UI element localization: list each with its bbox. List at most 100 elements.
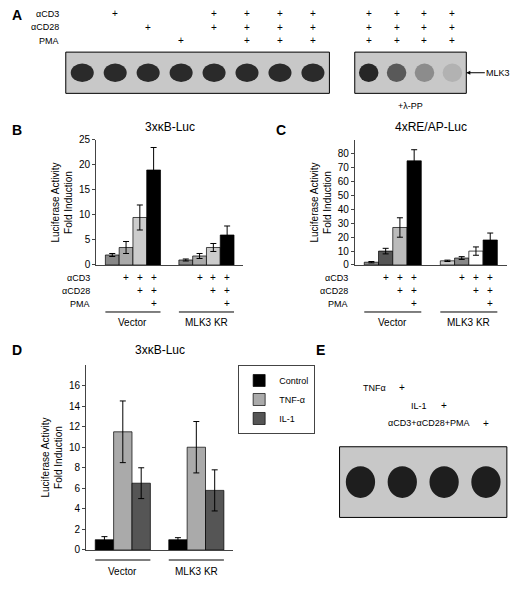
- svg-text:+: +: [421, 22, 427, 33]
- svg-text:+: +: [394, 35, 400, 46]
- svg-text:MLK3: MLK3: [486, 68, 510, 78]
- svg-text:+: +: [459, 272, 465, 283]
- svg-text:+: +: [399, 382, 405, 393]
- svg-text:+: +: [394, 22, 400, 33]
- svg-text:+: +: [224, 272, 230, 283]
- svg-text:+: +: [123, 272, 129, 283]
- svg-text:E: E: [316, 342, 325, 358]
- svg-text:+: +: [441, 400, 447, 411]
- svg-text:αCD3+αCD28+PMA: αCD3+αCD28+PMA: [388, 418, 469, 428]
- svg-text:15: 15: [79, 184, 91, 195]
- svg-text:10: 10: [79, 209, 91, 220]
- svg-text:αCD28: αCD28: [62, 286, 90, 296]
- svg-text:PMA: PMA: [328, 299, 348, 309]
- svg-text:PMA: PMA: [70, 299, 90, 309]
- svg-text:Vector: Vector: [118, 317, 147, 328]
- svg-text:MLK3 KR: MLK3 KR: [185, 317, 228, 328]
- svg-text:5: 5: [85, 234, 91, 245]
- svg-text:Luciferase ActivityFold Induct: Luciferase ActivityFold Induction: [50, 162, 74, 242]
- svg-text:IL-1: IL-1: [411, 401, 427, 411]
- svg-text:C: C: [276, 122, 286, 138]
- svg-text:+: +: [411, 285, 417, 296]
- svg-text:B: B: [12, 122, 22, 138]
- svg-text:20: 20: [338, 232, 350, 243]
- svg-text:αCD3: αCD3: [36, 9, 59, 19]
- svg-text:+: +: [224, 298, 230, 309]
- svg-text:10: 10: [338, 246, 350, 257]
- svg-text:+: +: [244, 22, 250, 33]
- svg-text:+: +: [151, 298, 157, 309]
- svg-text:6: 6: [74, 483, 80, 494]
- svg-text:+: +: [145, 22, 151, 33]
- svg-text:+: +: [487, 298, 493, 309]
- svg-text:+: +: [310, 22, 316, 33]
- svg-text:+: +: [277, 22, 283, 33]
- svg-text:αCD3: αCD3: [325, 273, 348, 283]
- svg-text:Luciferase ActivityFold Induct: Luciferase ActivityFold Induction: [40, 417, 64, 497]
- svg-text:+: +: [473, 272, 479, 283]
- svg-text:12: 12: [69, 421, 81, 432]
- svg-text:+: +: [244, 35, 250, 46]
- svg-text:+: +: [411, 272, 417, 283]
- svg-text:+: +: [310, 8, 316, 19]
- svg-text:+: +: [487, 272, 493, 283]
- svg-text:+: +: [151, 272, 157, 283]
- svg-text:A: A: [12, 7, 22, 23]
- svg-text:70: 70: [338, 162, 350, 173]
- svg-text:+: +: [366, 35, 372, 46]
- svg-text:40: 40: [338, 204, 350, 215]
- svg-text:+: +: [397, 285, 403, 296]
- svg-text:50: 50: [338, 190, 350, 201]
- svg-text:25: 25: [79, 134, 91, 145]
- svg-text:+: +: [137, 272, 143, 283]
- svg-text:TNFα: TNFα: [363, 383, 386, 393]
- svg-text:+: +: [366, 8, 372, 19]
- svg-text:+: +: [421, 8, 427, 19]
- svg-text:10: 10: [69, 442, 81, 453]
- svg-text:3xκB-Luc: 3xκB-Luc: [145, 120, 195, 134]
- svg-text:+: +: [383, 272, 389, 283]
- svg-text:+: +: [211, 8, 217, 19]
- svg-text:+: +: [449, 22, 455, 33]
- svg-text:0: 0: [74, 544, 80, 555]
- svg-text:+: +: [277, 35, 283, 46]
- svg-text:+: +: [178, 35, 184, 46]
- svg-text:+: +: [224, 285, 230, 296]
- svg-text:+: +: [244, 8, 250, 19]
- svg-text:PMA: PMA: [39, 36, 59, 46]
- svg-text:+: +: [449, 8, 455, 19]
- svg-text:+: +: [449, 35, 455, 46]
- svg-text:+: +: [310, 35, 316, 46]
- svg-text:αCD3: αCD3: [67, 273, 90, 283]
- svg-text:+: +: [277, 8, 283, 19]
- svg-text:+: +: [210, 272, 216, 283]
- svg-text:80: 80: [338, 148, 350, 159]
- svg-text:+λ-PP: +λ-PP: [398, 101, 423, 111]
- svg-text:+: +: [197, 272, 203, 283]
- svg-text:+: +: [421, 35, 427, 46]
- svg-text:Luciferase ActivityFold Induct: Luciferase ActivityFold Induction: [309, 162, 333, 242]
- svg-text:+: +: [483, 418, 489, 429]
- svg-text:2: 2: [74, 524, 80, 535]
- svg-text:+: +: [394, 8, 400, 19]
- svg-text:+: +: [487, 285, 493, 296]
- svg-text:16: 16: [69, 380, 81, 391]
- svg-text:3xκB-Luc: 3xκB-Luc: [135, 343, 185, 357]
- svg-text:+: +: [210, 285, 216, 296]
- svg-text:4: 4: [74, 503, 80, 514]
- svg-text:0: 0: [343, 259, 349, 270]
- svg-text:60: 60: [338, 176, 350, 187]
- svg-text:Vector: Vector: [378, 317, 407, 328]
- svg-text:14: 14: [69, 401, 81, 412]
- svg-text:+: +: [211, 22, 217, 33]
- svg-text:8: 8: [74, 462, 80, 473]
- svg-text:Control: Control: [279, 376, 308, 386]
- svg-text:D: D: [12, 342, 22, 358]
- svg-text:+: +: [151, 285, 157, 296]
- svg-text:4xRE/AP-Luc: 4xRE/AP-Luc: [395, 120, 467, 134]
- svg-text:+: +: [137, 285, 143, 296]
- svg-text:MLK3 KR: MLK3 KR: [447, 317, 490, 328]
- svg-text:+: +: [112, 8, 118, 19]
- svg-text:0: 0: [85, 259, 91, 270]
- svg-text:Vector: Vector: [108, 566, 137, 577]
